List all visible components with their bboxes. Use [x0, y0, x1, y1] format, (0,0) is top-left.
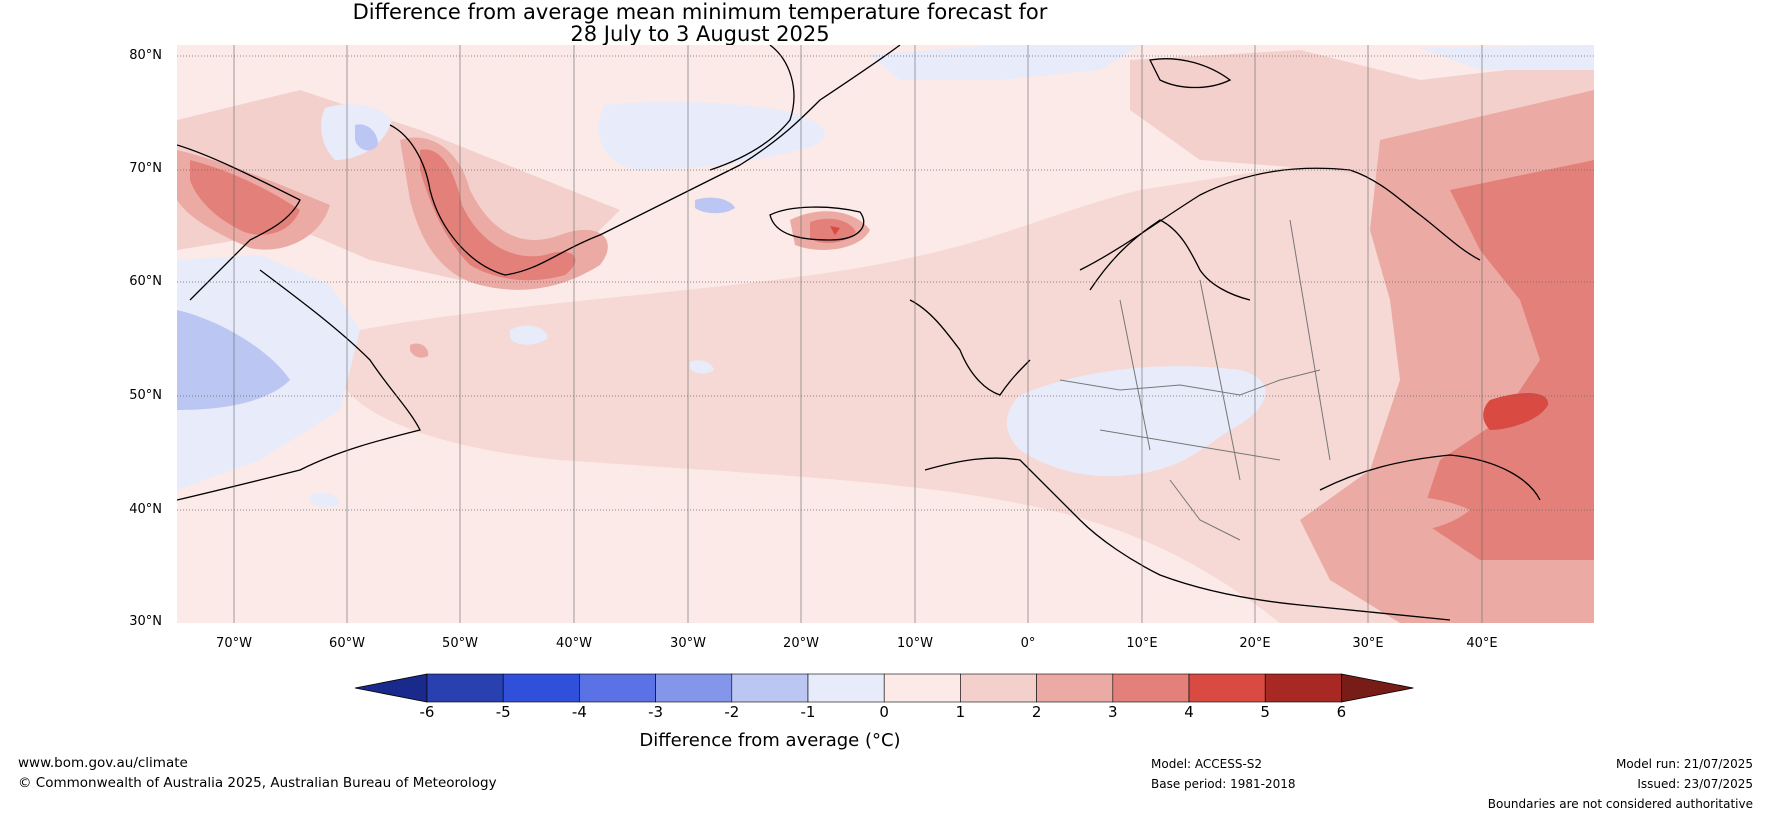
colorbar-segment [502, 673, 580, 703]
colorbar-segment [1264, 673, 1342, 703]
copyright-text: © Commonwealth of Australia 2025, Austra… [18, 775, 497, 791]
lat-label: 50°N [129, 388, 162, 403]
lat-label: 40°N [129, 502, 162, 517]
lon-label: 20°E [1239, 636, 1271, 651]
lon-label: 30°W [670, 636, 706, 651]
colorbar-label: Difference from average (°C) [639, 730, 901, 751]
model-run-text: Model run: 21/07/2025 [1615, 757, 1753, 771]
lat-label: 80°N [129, 48, 162, 63]
colorbar-tick-label: -6 [419, 703, 435, 721]
colorbar-segment [807, 673, 885, 703]
coastlines [177, 45, 1541, 621]
lon-label: 60°W [329, 636, 365, 651]
colorbar-tick-label: 0 [879, 703, 889, 721]
lat-label: 30°N [129, 614, 162, 629]
colorbar-segment [1112, 673, 1190, 703]
issued-text: Issued: 23/07/2025 [1637, 777, 1753, 791]
colorbar-tick-label: -3 [648, 703, 664, 721]
lon-label: 40°W [556, 636, 592, 651]
colorbar-segment [579, 673, 656, 703]
colorbar-tick-label: 6 [1336, 703, 1347, 721]
colorbar-segment [731, 673, 809, 703]
colorbar-extend-high [1341, 673, 1414, 703]
country-boundaries [1059, 219, 1331, 541]
colorbar-tick-label: 1 [955, 703, 966, 721]
colorbar-segment [960, 673, 1037, 703]
colorbar-tick-label: -4 [571, 703, 587, 721]
meridians [233, 45, 1483, 623]
colorbar-tick-label: 5 [1260, 703, 1270, 721]
lon-label: 20°W [783, 636, 819, 651]
map-title-line-2: 28 July to 3 August 2025 [570, 22, 830, 46]
colorbar-tick-label: -2 [724, 703, 740, 721]
colorbar [354, 673, 1414, 703]
website-link[interactable]: www.bom.gov.au/climate [18, 755, 188, 771]
lon-label: 0° [1020, 636, 1036, 651]
colorbar-tick-label: 2 [1031, 703, 1042, 721]
lon-label: 30°E [1352, 636, 1384, 651]
colorbar-segment [1036, 673, 1114, 703]
lon-label: 10°E [1126, 636, 1158, 651]
model-text: Model: ACCESS-S2 [1151, 757, 1263, 771]
colorbar-extend-low [354, 673, 428, 703]
colorbar-tick-label: -5 [495, 703, 511, 721]
base-period-text: Base period: 1981-2018 [1151, 777, 1296, 791]
colorbar-segment [883, 673, 961, 703]
colorbar-tick-label: 4 [1184, 703, 1194, 721]
colorbar-tick-label: -1 [800, 703, 816, 721]
lat-label: 70°N [129, 161, 162, 176]
lon-label: 70°W [216, 636, 252, 651]
graticule [177, 55, 1594, 511]
colorbar-segment [1188, 673, 1266, 703]
colorbar-tick-label: 3 [1108, 703, 1118, 721]
map-title-line-1: Difference from average mean minimum tem… [352, 0, 1048, 24]
disclaimer-text: Boundaries are not considered authoritat… [1487, 797, 1753, 811]
colorbar-segment [655, 673, 733, 703]
lon-label: 10°W [897, 636, 933, 651]
lon-label: 50°W [442, 636, 478, 651]
colorbar-segment [426, 673, 504, 703]
lat-label: 60°N [129, 274, 162, 289]
anomaly-field [177, 45, 1594, 623]
lon-label: 40°E [1466, 636, 1498, 651]
